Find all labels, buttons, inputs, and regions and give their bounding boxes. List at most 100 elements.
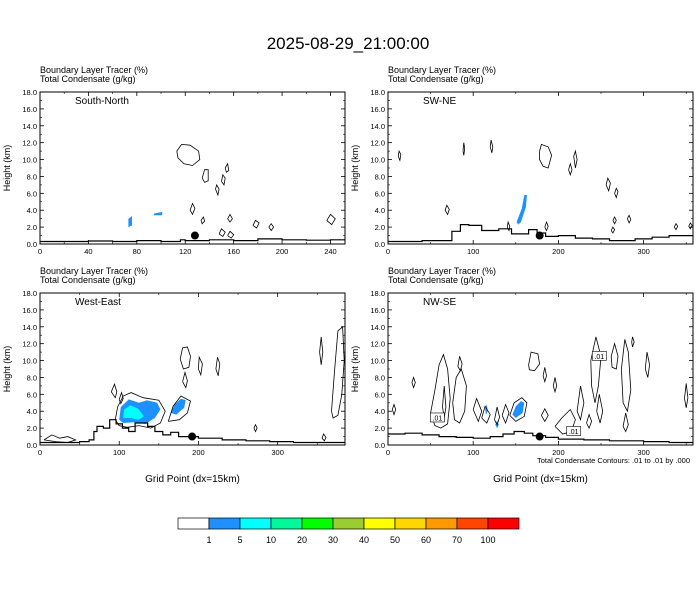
condensate-contour xyxy=(198,355,203,377)
colorbar-swatch xyxy=(301,517,334,530)
condensate-contour xyxy=(612,216,617,225)
x-tick-label: 300 xyxy=(637,247,650,256)
condensate-contour xyxy=(542,367,547,384)
colorbar-swatch xyxy=(487,517,520,530)
condensate-contour xyxy=(576,385,585,422)
y-tick-label: 4.0 xyxy=(375,206,385,215)
tracer-shading xyxy=(485,404,488,415)
x-tick-label: 120 xyxy=(179,247,192,256)
condensate-contour xyxy=(444,204,450,216)
panel-name: South-North xyxy=(75,96,129,107)
colorbar-label: 1 xyxy=(206,535,211,545)
colorbar-label: 100 xyxy=(480,535,495,545)
terrain-line xyxy=(388,430,693,444)
y-tick-label: 12.0 xyxy=(370,139,385,148)
condensate-contour xyxy=(644,352,651,378)
colorbar-swatch xyxy=(363,517,396,530)
condensate-contour xyxy=(430,353,451,429)
terrain-line xyxy=(388,224,693,243)
y-tick-label: 4.0 xyxy=(27,407,37,416)
x-tick-label: 160 xyxy=(227,247,240,256)
y-tick-label: 14.0 xyxy=(370,122,385,131)
x-tick-label: 0 xyxy=(38,448,42,457)
y-tick-label: 2.0 xyxy=(27,424,37,433)
y-axis-label: Height (km) xyxy=(2,145,12,192)
condensate-contour xyxy=(218,228,226,237)
panel-header-tracer: Boundary Layer Tracer (%) xyxy=(40,266,148,276)
panel-header-tracer: Boundary Layer Tracer (%) xyxy=(388,266,496,276)
condensate-contour xyxy=(509,397,528,422)
panel-name: NW-SE xyxy=(423,297,456,308)
x-tick-label: 40 xyxy=(84,247,92,256)
y-tick-label: 10.0 xyxy=(22,156,37,165)
condensate-contour xyxy=(494,406,501,426)
y-tick-label: 0.0 xyxy=(375,441,385,450)
condensate-contour xyxy=(554,408,576,435)
y-tick-label: 12.0 xyxy=(22,139,37,148)
x-tick-label: 80 xyxy=(133,247,141,256)
condensate-contour xyxy=(622,412,629,433)
x-tick-label: 300 xyxy=(271,448,284,457)
y-tick-label: 14.0 xyxy=(22,122,37,131)
condensate-contour xyxy=(552,377,558,394)
x-tick-label: 200 xyxy=(192,448,205,457)
condensate-contour xyxy=(182,370,188,389)
condensate-contour xyxy=(489,140,494,153)
colorbar-label: 60 xyxy=(421,535,431,545)
y-tick-label: 2.0 xyxy=(375,223,385,232)
colorbar-label: 5 xyxy=(237,535,242,545)
y-tick-label: 8.0 xyxy=(27,172,37,181)
colorbar-label: 70 xyxy=(452,535,462,545)
condensate-contour xyxy=(688,222,693,230)
condensate-contour xyxy=(596,394,604,424)
x-tick-label: 0 xyxy=(386,448,390,457)
condensate-contour xyxy=(114,392,166,429)
y-tick-label: 6.0 xyxy=(375,189,385,198)
condensate-contour xyxy=(319,336,324,365)
condensate-contour xyxy=(224,162,230,173)
y-tick-label: 14.0 xyxy=(370,323,385,332)
colorbar-swatch xyxy=(425,517,458,530)
condensate-contour xyxy=(539,143,553,169)
condensate-contour xyxy=(481,405,491,424)
panel-header-condensate: Total Condensate (g/kg) xyxy=(40,74,136,84)
condensate-contour xyxy=(411,376,416,389)
plot-area xyxy=(388,140,693,243)
y-axis-label: Height (km) xyxy=(2,346,12,393)
y-tick-label: 10.0 xyxy=(370,156,385,165)
y-axis-label: Height (km) xyxy=(350,346,360,393)
colorbar-swatch xyxy=(332,517,365,530)
condensate-contour xyxy=(326,213,336,226)
colorbar-swatch xyxy=(456,517,489,530)
colorbar-label: 20 xyxy=(297,535,307,545)
condensate-contour xyxy=(528,351,541,372)
y-tick-label: 0.0 xyxy=(27,441,37,450)
condensate-contour xyxy=(614,187,619,199)
y-tick-label: 4.0 xyxy=(27,206,37,215)
x-tick-label: 200 xyxy=(276,247,289,256)
condensate-contour xyxy=(621,339,632,413)
tracer-shading xyxy=(153,211,163,216)
condensate-contour xyxy=(586,413,593,430)
y-tick-label: 18.0 xyxy=(370,88,385,97)
condensate-contour xyxy=(268,223,275,232)
colorbar-label: 50 xyxy=(390,535,400,545)
condensate-contour xyxy=(215,183,220,197)
y-tick-label: 10.0 xyxy=(370,357,385,366)
panel-nw-se: Boundary Layer Tracer (%)Total Condensat… xyxy=(350,266,694,485)
condensate-contour xyxy=(457,356,463,372)
condensate-contour xyxy=(568,162,573,177)
x-tick-label: 200 xyxy=(552,448,565,457)
condensate-contour xyxy=(252,219,260,229)
condensate-contour xyxy=(541,407,549,423)
condensate-contour xyxy=(605,176,611,193)
condensate-contour xyxy=(573,149,578,169)
plot-frame xyxy=(387,91,694,245)
y-tick-label: 0.0 xyxy=(27,240,37,249)
x-tick-label: 0 xyxy=(386,247,390,256)
y-tick-label: 18.0 xyxy=(370,289,385,298)
y-tick-label: 16.0 xyxy=(370,306,385,315)
condensate-contour xyxy=(189,202,196,216)
panel-name: West-East xyxy=(75,297,121,308)
contour-label-box xyxy=(430,412,445,423)
